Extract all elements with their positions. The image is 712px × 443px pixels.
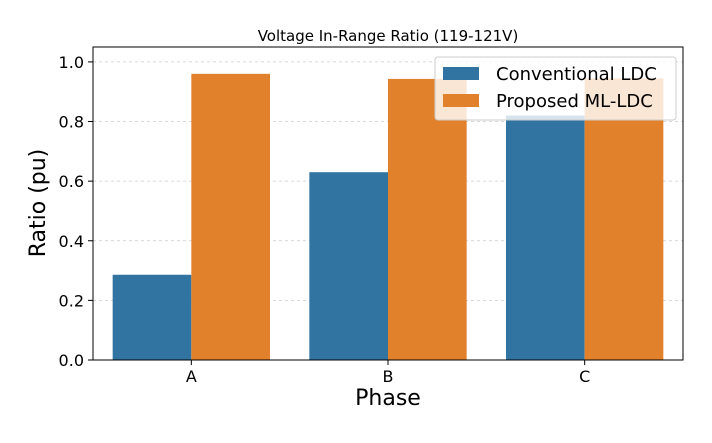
y-tick-label: 0.4 (59, 232, 84, 251)
x-tick-label: A (186, 367, 197, 386)
y-tick-label: 1.0 (59, 53, 84, 72)
legend-box (434, 56, 677, 121)
legend-swatch-conventional (443, 67, 479, 80)
legend-label-proposed: Proposed ML-LDC (496, 91, 653, 112)
bar-proposed-A (191, 73, 270, 360)
x-axis-label: Phase (355, 386, 421, 411)
y-tick-label: 0.8 (59, 113, 84, 132)
y-tick-label: 0.0 (59, 351, 84, 370)
legend-swatch-proposed (443, 94, 479, 107)
legend: Conventional LDC Proposed ML-LDC (434, 56, 677, 121)
x-tick-label: B (383, 367, 394, 386)
bar-conventional-C (506, 115, 585, 360)
y-axis-label: Ratio (pu) (26, 149, 51, 258)
bar-proposed-B (388, 78, 467, 361)
bar-proposed-C (584, 78, 664, 361)
x-tick-label: C (579, 367, 590, 386)
y-tick-label: 0.2 (59, 291, 84, 310)
chart-title: Voltage In-Range Ratio (119-121V) (258, 27, 519, 45)
bar-conventional-A (112, 274, 192, 360)
y-tick-label: 0.6 (59, 172, 84, 191)
legend-label-conventional: Conventional LDC (496, 64, 657, 85)
bar-conventional-B (309, 172, 388, 360)
